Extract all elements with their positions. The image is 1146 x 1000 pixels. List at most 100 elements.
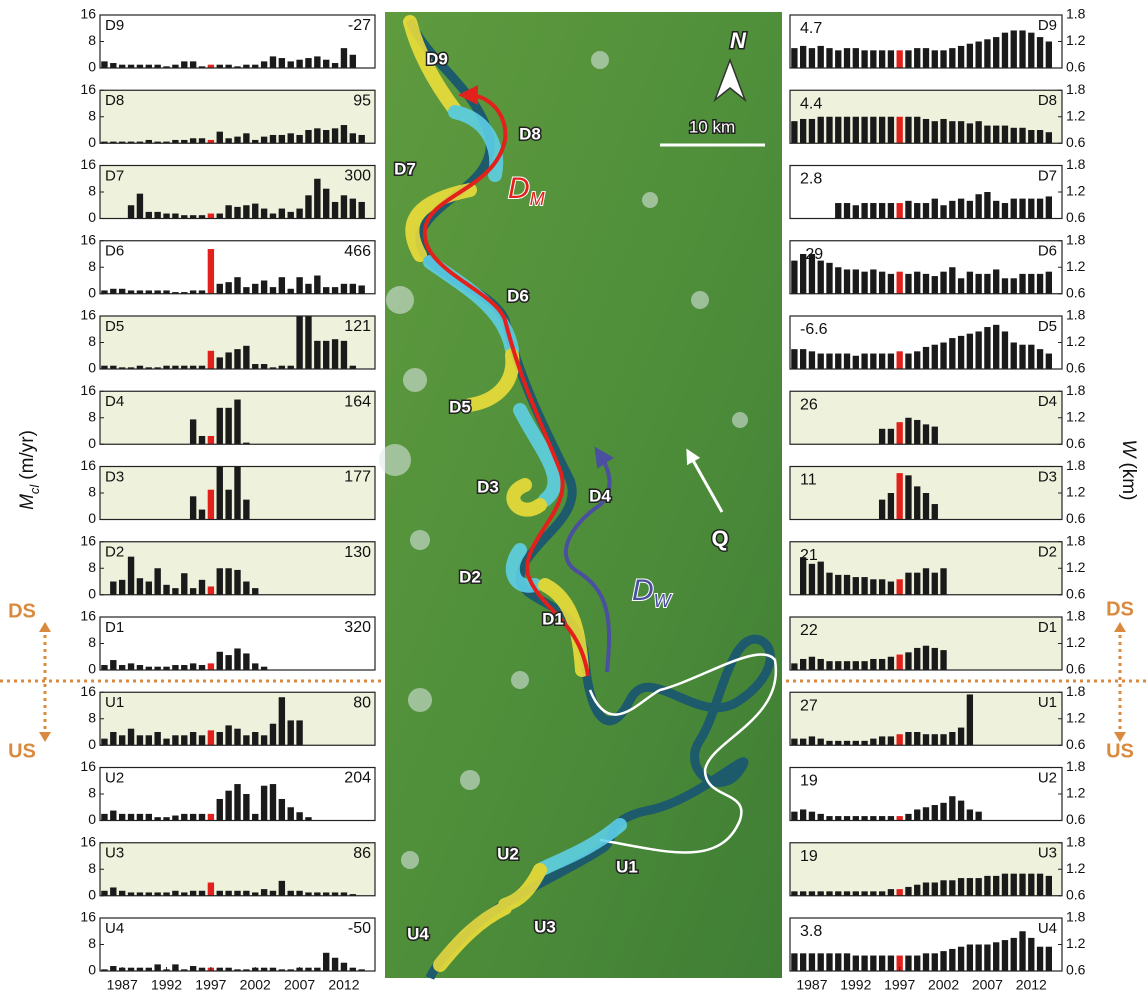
y-tick-label: 0.6 — [1066, 360, 1086, 376]
bar — [879, 736, 885, 745]
bar — [949, 338, 955, 369]
panel-label: U4 — [105, 920, 124, 937]
y-tick-label: 16 — [80, 6, 96, 22]
bar — [923, 203, 929, 218]
bar — [809, 812, 815, 821]
bar — [323, 341, 329, 369]
bar — [923, 424, 929, 444]
bar — [932, 121, 938, 143]
y-tick-label: 16 — [80, 382, 96, 398]
bar — [190, 496, 196, 519]
bar — [305, 130, 311, 143]
bar — [1028, 199, 1034, 219]
bar — [1011, 343, 1017, 370]
bar — [853, 356, 859, 369]
zone-label: DS — [1106, 598, 1134, 620]
bar — [879, 272, 885, 294]
y-tick-label: 1.2 — [1066, 484, 1086, 500]
bar — [350, 133, 356, 143]
y-tick-label: 1.8 — [1066, 909, 1086, 925]
bar — [1011, 874, 1017, 896]
bar — [261, 61, 267, 68]
reach-label: U2 — [497, 844, 519, 863]
bar — [350, 199, 356, 219]
bar — [923, 646, 929, 670]
bar — [314, 179, 320, 219]
x-tick-label: 1987 — [796, 977, 827, 993]
bar — [958, 801, 964, 821]
bar — [923, 807, 929, 820]
bar — [119, 735, 125, 745]
panel-note: 2.8 — [800, 171, 822, 188]
panel-note: 22 — [800, 622, 818, 639]
bar — [1011, 938, 1017, 971]
bar — [279, 799, 285, 821]
bar — [305, 195, 311, 218]
bar — [949, 267, 955, 294]
bar — [958, 46, 964, 68]
bar — [332, 339, 338, 369]
y-tick-label: 1.2 — [1066, 107, 1086, 123]
bar — [341, 284, 347, 294]
bar — [826, 953, 832, 971]
y-tick-label: 16 — [80, 833, 96, 849]
bar — [172, 735, 178, 745]
y-tick-label: 1.2 — [1066, 860, 1086, 876]
bar — [800, 659, 806, 670]
bar — [826, 354, 832, 369]
bar — [172, 214, 178, 219]
bar — [984, 39, 990, 68]
y-axis-label-sub: cl — [27, 484, 42, 495]
bar — [217, 467, 223, 520]
bar — [146, 735, 152, 745]
y-tick-label: 0.6 — [1066, 661, 1086, 677]
y-tick-label: 0 — [88, 886, 96, 902]
bar — [243, 287, 249, 294]
bar — [932, 734, 938, 745]
bar — [243, 653, 249, 670]
bar — [314, 56, 320, 68]
bar — [844, 891, 850, 895]
bar — [879, 354, 885, 369]
bar — [137, 578, 143, 595]
bar — [905, 814, 911, 821]
bar — [879, 50, 885, 68]
bar — [861, 272, 867, 294]
panel-label: U1 — [1038, 694, 1057, 711]
bar — [137, 735, 143, 745]
bar — [932, 50, 938, 68]
bar — [252, 732, 258, 745]
bar — [897, 422, 903, 444]
bar — [288, 289, 294, 294]
bar — [243, 891, 249, 896]
bar — [861, 203, 867, 218]
bar — [809, 48, 815, 68]
panel-note: 19 — [800, 848, 818, 865]
panel-note: 4.4 — [800, 95, 822, 112]
bar — [217, 732, 223, 745]
bar — [923, 883, 929, 896]
bar — [208, 490, 214, 520]
bar — [243, 582, 249, 595]
bar — [905, 117, 911, 144]
x-tick-label: 1987 — [107, 977, 138, 993]
panel-label: D6 — [1038, 243, 1057, 260]
bar — [101, 665, 107, 670]
bar — [181, 665, 187, 670]
bar — [791, 349, 797, 369]
bar — [137, 194, 143, 219]
bar — [261, 281, 267, 294]
bar — [932, 573, 938, 595]
bar — [305, 316, 311, 369]
bar — [1019, 128, 1025, 143]
y-tick-label: 16 — [80, 231, 96, 247]
bar — [958, 878, 964, 896]
y-tick-label: 0 — [88, 811, 96, 827]
bar — [208, 249, 214, 294]
bar — [296, 135, 302, 143]
bar — [154, 212, 160, 219]
bar — [341, 48, 347, 68]
bar — [190, 419, 196, 444]
bar — [861, 354, 867, 369]
bar — [791, 739, 797, 746]
